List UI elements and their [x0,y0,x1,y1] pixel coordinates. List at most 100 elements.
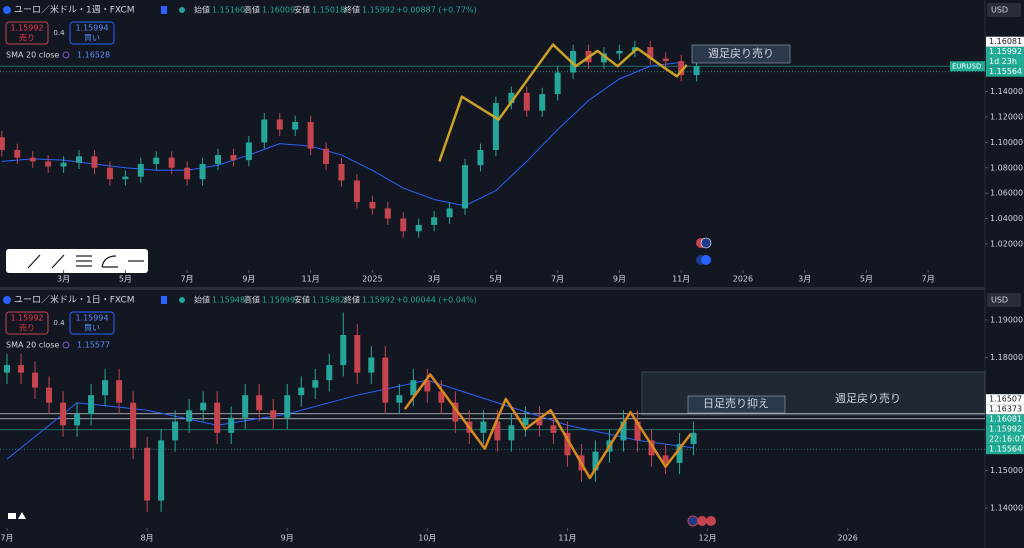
candle-body [4,365,11,373]
ohlc-value: 1.16009 [262,6,295,15]
indicator-value: 1.15577 [77,341,110,350]
candle-body [384,208,391,219]
candle-body [452,402,459,422]
candle-body [326,365,333,381]
x-tick-label: 7月 [181,275,194,284]
symbol-title: ユーロ／米ドル・1週・FXCM [14,4,134,16]
candle-body [438,391,445,403]
status-dot [179,7,185,13]
ohlc-label: 終値 [344,5,360,15]
candle-body [144,447,151,501]
ohlc-label: 安値 [294,295,310,305]
candle-body [508,92,515,103]
annotation-box [691,44,791,64]
candle-body [14,149,21,158]
sell-button[interactable] [5,311,49,335]
candle-body [522,417,529,426]
candle-body [172,421,179,441]
ohlc-label: 終値 [344,295,360,305]
candle-body [153,157,160,164]
y-tick-label: 1.10000 [990,138,1023,147]
candle-body [18,365,25,373]
symbol-icon [3,296,11,304]
candle-body [116,380,123,403]
candle-body [88,395,95,414]
candle-body [199,163,206,180]
candle-body [270,410,277,418]
sell-label: 売り [19,33,35,43]
ohlc-label: 始値 [194,5,210,15]
y-tick-label: 1.14000 [990,504,1023,513]
sell-price: 1.15992 [10,24,43,33]
indicator-name: SMA 20 close [6,51,59,60]
candle-body [60,162,67,167]
sma-line [1,61,682,207]
candle-body [91,156,98,168]
buy-label: 買い [84,324,100,333]
candle-body [410,380,417,396]
buy-price: 1.15994 [75,24,108,33]
spread: 0.4 [53,29,65,37]
candle-body [340,334,347,366]
currency-button[interactable] [987,3,1021,17]
candle-body [312,380,319,388]
price-label-bg [986,404,1024,415]
candle-body [74,414,81,426]
zigzag-drawing [438,43,688,162]
candle-body [29,157,36,162]
currency: USD [991,6,1008,15]
indicator-icon [62,341,70,349]
price-label: 1.15564 [989,445,1022,454]
candle-body [298,387,305,396]
candle-body [353,180,360,203]
buy-button[interactable] [69,21,115,45]
status-dot [179,297,185,303]
candle-body [245,142,252,161]
sell-button[interactable] [5,21,49,45]
sell-price: 1.15992 [10,314,43,323]
price-label-bg [986,46,1024,67]
change: +0.00887 (+0.77%) [396,6,477,15]
y-tick-label: 1.19000 [990,315,1023,324]
symbol-tag: EURUSD [952,62,981,70]
annotation-box [687,395,786,414]
x-tick-label: 11月 [672,275,690,284]
candle-body [46,387,53,403]
symbol-tag-bg [950,61,985,72]
candle-body [634,421,641,441]
currency-button[interactable] [987,293,1021,307]
x-tick-label: 11月 [302,275,320,284]
change: +0.00044 (+0.04%) [396,296,477,305]
candle-body [276,119,283,130]
candle-body [462,165,469,209]
candle-body [184,167,191,180]
pane-divider [0,287,1024,290]
ohlc-value: 1.15160 [212,6,245,15]
price-label: 1.15992 [989,425,1022,434]
x-tick-label: 3月 [57,275,70,284]
candle-body [354,334,361,373]
ohlc-value: 1.15992 [362,296,395,305]
candle-body [477,149,484,166]
y-tick-label: 1.18000 [990,353,1023,362]
price-label-bg [986,66,1024,77]
candle-body [396,395,403,403]
candle-body [415,224,422,232]
x-tick-label: 2025 [362,275,382,284]
toolbar-icons [27,254,144,269]
x-tick-label: 2026 [733,275,753,284]
candle-body [307,122,314,149]
candle-body [60,402,67,426]
annotation: 週足戻り売り [708,47,774,60]
sell-label: 売り [19,323,35,333]
candle-body [214,155,221,164]
candle-body [690,432,697,445]
candle-body [480,421,487,433]
y-tick-label: 1.08000 [990,163,1023,172]
price-label: 1.16373 [989,405,1022,414]
buy-button[interactable] [69,311,115,335]
x-tick-label: 10月 [418,534,436,543]
price-label: 1.16507 [989,395,1022,404]
candle-body [338,163,345,181]
